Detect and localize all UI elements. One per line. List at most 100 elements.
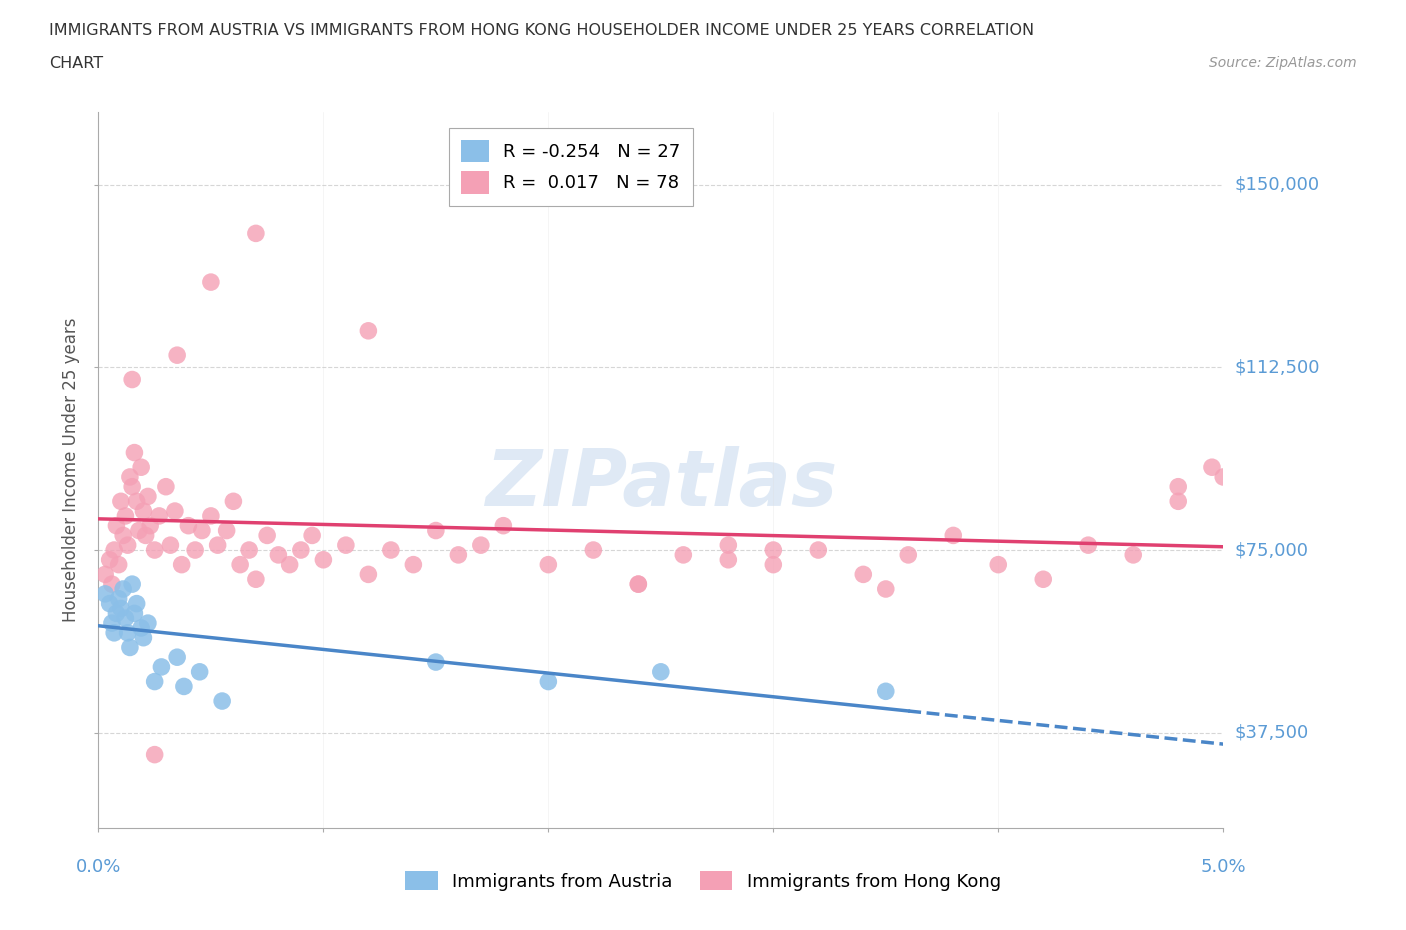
Point <box>121 577 143 591</box>
Point <box>129 620 152 635</box>
Point <box>101 616 124 631</box>
Point <box>107 591 129 606</box>
Point <box>1122 548 1144 563</box>
Point <box>103 542 125 557</box>
Point <box>170 557 193 572</box>
Point <box>278 557 301 572</box>
Text: 0.0%: 0.0% <box>76 858 121 876</box>
Point <box>380 542 402 557</box>
Point <box>121 372 143 387</box>
Text: $37,500: $37,500 <box>1234 724 1309 742</box>
Point <box>118 640 141 655</box>
Point <box>112 528 135 543</box>
Point <box>897 548 920 563</box>
Point <box>148 509 170 524</box>
Point <box>425 523 447 538</box>
Point <box>105 606 128 621</box>
Point <box>143 747 166 762</box>
Point <box>107 557 129 572</box>
Point <box>256 528 278 543</box>
Point <box>290 542 312 557</box>
Point <box>301 528 323 543</box>
Point <box>129 459 152 474</box>
Legend: R = -0.254   N = 27, R =  0.017   N = 78: R = -0.254 N = 27, R = 0.017 N = 78 <box>449 127 693 206</box>
Point <box>627 577 650 591</box>
Point <box>1077 538 1099 552</box>
Legend: Immigrants from Austria, Immigrants from Hong Kong: Immigrants from Austria, Immigrants from… <box>398 864 1008 897</box>
Point <box>118 470 141 485</box>
Point <box>163 504 186 519</box>
Point <box>143 542 166 557</box>
Point <box>121 479 143 494</box>
Point <box>94 587 117 602</box>
Point <box>191 523 214 538</box>
Point <box>166 348 188 363</box>
Point <box>627 577 650 591</box>
Point <box>105 518 128 533</box>
Point <box>188 664 211 679</box>
Point <box>132 631 155 645</box>
Point <box>335 538 357 552</box>
Point <box>245 226 267 241</box>
Point <box>807 542 830 557</box>
Point <box>717 538 740 552</box>
Point <box>173 679 195 694</box>
Point <box>245 572 267 587</box>
Point <box>166 650 188 665</box>
Text: $75,000: $75,000 <box>1234 541 1309 559</box>
Point <box>582 542 605 557</box>
Text: ZIPatlas: ZIPatlas <box>485 446 837 522</box>
Text: $150,000: $150,000 <box>1234 176 1319 193</box>
Point <box>672 548 695 563</box>
Point <box>98 552 121 567</box>
Point <box>1032 572 1054 587</box>
Point <box>875 581 897 596</box>
Point <box>207 538 229 552</box>
Point <box>200 509 222 524</box>
Point <box>650 664 672 679</box>
Point <box>143 674 166 689</box>
Text: CHART: CHART <box>49 56 103 71</box>
Point <box>103 625 125 640</box>
Point <box>447 548 470 563</box>
Point <box>155 479 177 494</box>
Point <box>135 528 157 543</box>
Point <box>762 542 785 557</box>
Point <box>101 577 124 591</box>
Point <box>492 518 515 533</box>
Point <box>124 606 146 621</box>
Point <box>1201 459 1223 474</box>
Point <box>125 494 148 509</box>
Point <box>139 518 162 533</box>
Text: $112,500: $112,500 <box>1234 358 1320 377</box>
Point <box>110 494 132 509</box>
Point <box>114 509 136 524</box>
Point <box>852 567 875 582</box>
Point <box>1167 479 1189 494</box>
Point <box>1167 494 1189 509</box>
Point <box>312 552 335 567</box>
Point <box>94 567 117 582</box>
Point <box>425 655 447 670</box>
Point <box>238 542 260 557</box>
Point <box>762 557 785 572</box>
Point <box>211 694 233 709</box>
Point <box>357 567 380 582</box>
Point <box>215 523 238 538</box>
Point <box>112 581 135 596</box>
Point <box>229 557 252 572</box>
Text: 5.0%: 5.0% <box>1201 858 1246 876</box>
Point <box>136 489 159 504</box>
Point <box>717 552 740 567</box>
Point <box>114 611 136 626</box>
Point <box>136 616 159 631</box>
Point <box>184 542 207 557</box>
Point <box>150 659 173 674</box>
Point <box>117 538 139 552</box>
Point <box>875 684 897 698</box>
Point <box>177 518 200 533</box>
Point <box>124 445 146 460</box>
Point <box>128 523 150 538</box>
Point <box>222 494 245 509</box>
Point <box>537 674 560 689</box>
